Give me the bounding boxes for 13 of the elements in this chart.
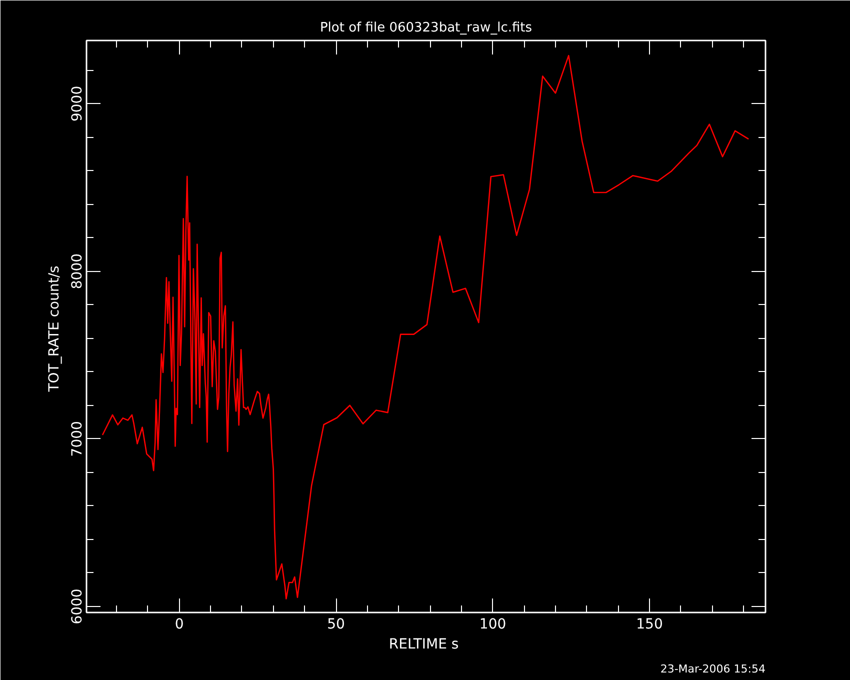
x-tick-label: 150 — [636, 616, 663, 632]
y-tick-label: 9000 — [70, 86, 86, 122]
line-series — [102, 54, 750, 600]
x-tick-label: 100 — [479, 616, 506, 632]
x-tick-label: 0 — [174, 616, 184, 632]
x-axis-title: RELTIME s — [388, 636, 459, 652]
text: 23-Mar-2006 15:54 — [660, 662, 766, 676]
y-tick-label: 6000 — [70, 588, 86, 624]
y-tick-label: 7000 — [70, 421, 86, 457]
chart-title: Plot of file 060323bat_raw_lc.fits — [320, 20, 532, 36]
y-tick-label: 8000 — [70, 253, 86, 290]
x-tick-label: 50 — [327, 616, 345, 632]
y-axis-title: TOT_RATE count/s — [46, 266, 62, 393]
